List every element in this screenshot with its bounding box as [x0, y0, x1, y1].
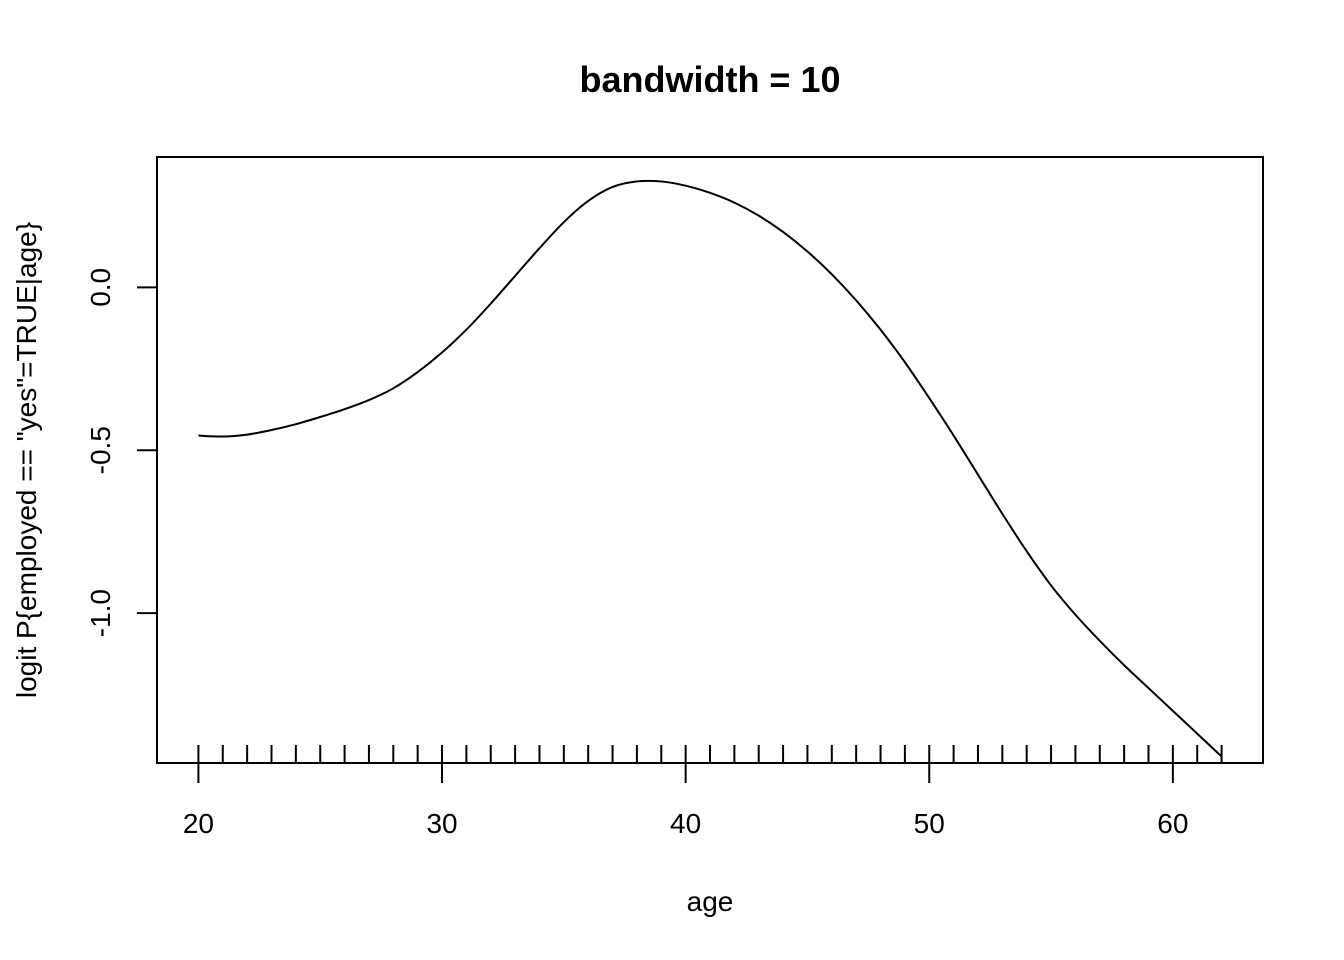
x-axis: 20 30 40 50 60 — [183, 762, 1188, 839]
x-tick-label: 20 — [183, 808, 214, 839]
series-line — [198, 179, 1223, 758]
x-axis-label: age — [687, 886, 734, 917]
y-tick-label: -0.5 — [85, 426, 116, 474]
rug-marks — [197, 745, 1223, 763]
x-tick-label: 50 — [914, 808, 945, 839]
plot-frame — [156, 156, 1264, 764]
y-tick-label: -1.0 — [85, 589, 116, 637]
x-tick-label: 40 — [670, 808, 701, 839]
x-tick-label: 30 — [426, 808, 457, 839]
chart-title: bandwidth = 10 — [579, 59, 840, 100]
y-axis-label: logit P{employed == "yes"=TRUE|age} — [11, 222, 42, 698]
y-axis: 0.0 -0.5 -1.0 — [85, 268, 158, 637]
x-tick-label: 60 — [1157, 808, 1188, 839]
y-tick-label: 0.0 — [85, 268, 116, 307]
